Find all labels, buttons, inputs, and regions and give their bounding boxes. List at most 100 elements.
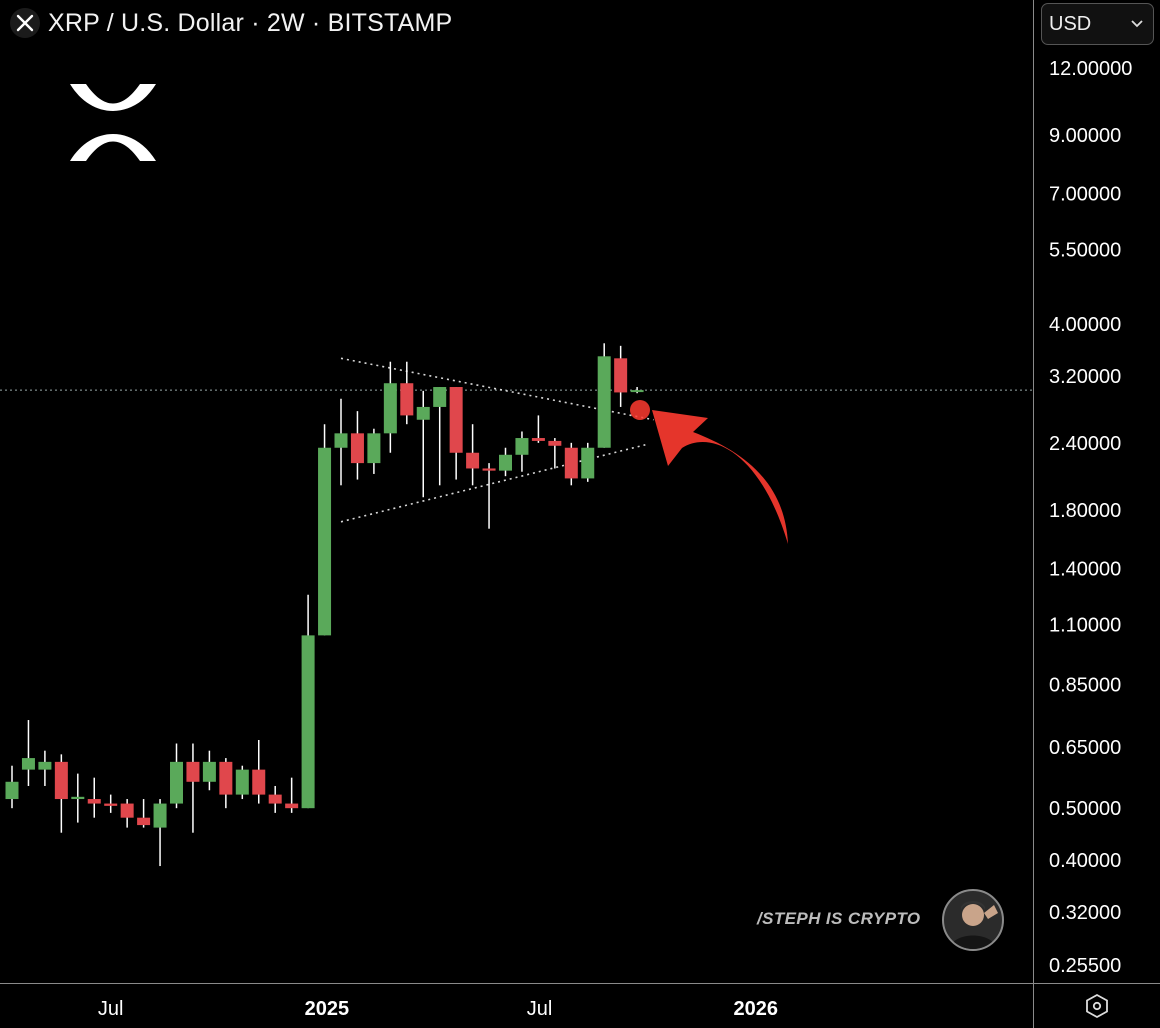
chart-header: XRP / U.S. Dollar · 2W · BITSTAMP: [10, 6, 452, 40]
candle-body: [71, 796, 85, 800]
candle-body: [630, 390, 644, 393]
candle-2024-07-29: [137, 799, 151, 828]
candle-2025-03-10: [400, 361, 414, 425]
candle-body: [120, 803, 134, 818]
candle-2025-01-27: [350, 411, 364, 480]
candle-body: [202, 761, 216, 782]
xrp-x-icon[interactable]: [10, 8, 40, 38]
annotation-arrow: [630, 400, 788, 544]
candle-2025-05-05: [466, 424, 480, 486]
candle-2024-06-03: [71, 773, 85, 823]
candle-body: [433, 387, 447, 407]
candle-body: [482, 468, 496, 471]
candle-2024-07-01: [104, 794, 118, 813]
candle-body: [466, 452, 480, 469]
price-tick-label: 5.50000: [1049, 240, 1121, 262]
xrp-logo-icon: [70, 84, 156, 161]
candle-2025-06-02: [499, 447, 512, 477]
candle-body: [548, 440, 562, 446]
candle-2025-07-28: [564, 442, 578, 486]
candle-2024-12-16: [301, 594, 315, 809]
price-tick-label: 1.80000: [1049, 500, 1121, 522]
candle-body: [531, 438, 545, 441]
price-tick-label: 0.65000: [1049, 737, 1121, 759]
time-tick-label: Jul: [98, 998, 124, 1020]
price-tick-label: 1.10000: [1049, 615, 1121, 637]
candle-body: [614, 358, 628, 393]
candle-body: [54, 761, 68, 800]
price-axis-border: [1033, 0, 1034, 1028]
candle-2025-06-16: [515, 431, 529, 472]
currency-value: USD: [1049, 12, 1092, 35]
candle-2024-09-23: [202, 750, 216, 791]
candle-body: [153, 803, 167, 828]
price-tick-label: 2.40000: [1049, 433, 1121, 455]
price-tick-label: 9.00000: [1049, 125, 1121, 147]
candle-body: [219, 761, 233, 795]
time-tick-label: 2026: [734, 998, 779, 1020]
price-tick-label: 0.40000: [1049, 850, 1121, 872]
candle-body: [38, 761, 52, 770]
candle-body: [252, 769, 266, 795]
candle-2024-05-20: [54, 754, 68, 833]
candle-body: [5, 781, 19, 800]
candle-2025-08-25: [597, 343, 611, 448]
candle-2024-04-08: [5, 765, 19, 809]
candle-body: [515, 438, 529, 455]
candle-2024-04-22: [21, 720, 35, 786]
time-tick-label: Jul: [527, 998, 553, 1020]
settings-button[interactable]: [1034, 984, 1160, 1028]
candle-body: [499, 454, 512, 471]
chart-title: XRP / U.S. Dollar · 2W · BITSTAMP: [48, 8, 453, 37]
candle-2024-09-09: [186, 743, 200, 833]
candle-2024-10-07: [219, 758, 233, 809]
candle-2025-02-10: [367, 428, 381, 474]
candle-body: [400, 383, 414, 416]
settings-hexagon-icon: [1086, 993, 1108, 1019]
candle-body: [350, 433, 364, 464]
candle-2024-07-15: [120, 799, 134, 828]
candle-body: [87, 799, 101, 804]
currency-select[interactable]: USD: [1041, 3, 1154, 45]
candle-2024-06-17: [87, 777, 101, 818]
candle-2025-06-30: [531, 415, 545, 443]
price-tick-label: 4.00000: [1049, 314, 1121, 336]
price-axis[interactable]: 12.00000 9.00000 7.00000 5.50000 4.00000 3.20…: [1049, 58, 1132, 977]
candle-body: [564, 447, 578, 479]
watermark-text: /STEPH IS CRYPTO: [757, 909, 921, 928]
candle-2024-05-06: [38, 750, 52, 786]
price-tick-label: 0.85000: [1049, 675, 1121, 697]
candle-body: [318, 447, 332, 636]
price-tick-label: 0.25500: [1049, 955, 1121, 977]
price-tick-label: 0.32000: [1049, 902, 1121, 924]
candle-2024-11-18: [268, 785, 282, 813]
candle-2025-04-07: [433, 387, 447, 486]
time-axis[interactable]: Jul 2025 Jul 2026: [98, 998, 778, 1020]
candle-2025-09-22: [630, 387, 644, 394]
candle-body: [186, 761, 200, 782]
candle-body: [334, 433, 348, 448]
candle-2025-01-13: [334, 398, 348, 486]
candle-body: [21, 758, 35, 770]
candle-body: [597, 356, 611, 448]
price-tick-label: 7.00000: [1049, 184, 1121, 206]
candle-body: [235, 769, 249, 795]
candle-body: [170, 761, 183, 804]
price-tick-label: 1.40000: [1049, 558, 1121, 580]
candle-2025-03-24: [416, 390, 430, 498]
candle-body: [268, 794, 282, 804]
candle-body: [301, 635, 315, 809]
candle-body: [416, 406, 430, 420]
price-tick-label: 3.20000: [1049, 366, 1121, 388]
candle-2025-07-14: [548, 438, 562, 469]
candle-body: [137, 817, 151, 826]
candle-2024-11-04: [252, 740, 266, 804]
candle-2024-10-21: [235, 765, 249, 800]
time-tick-label: 2025: [305, 998, 350, 1020]
candle-2025-05-19: [482, 463, 496, 529]
candle-body: [367, 433, 381, 464]
avatar-icon: [942, 889, 1004, 951]
candles-layer: [5, 343, 644, 867]
candle-2024-08-12: [153, 799, 167, 867]
